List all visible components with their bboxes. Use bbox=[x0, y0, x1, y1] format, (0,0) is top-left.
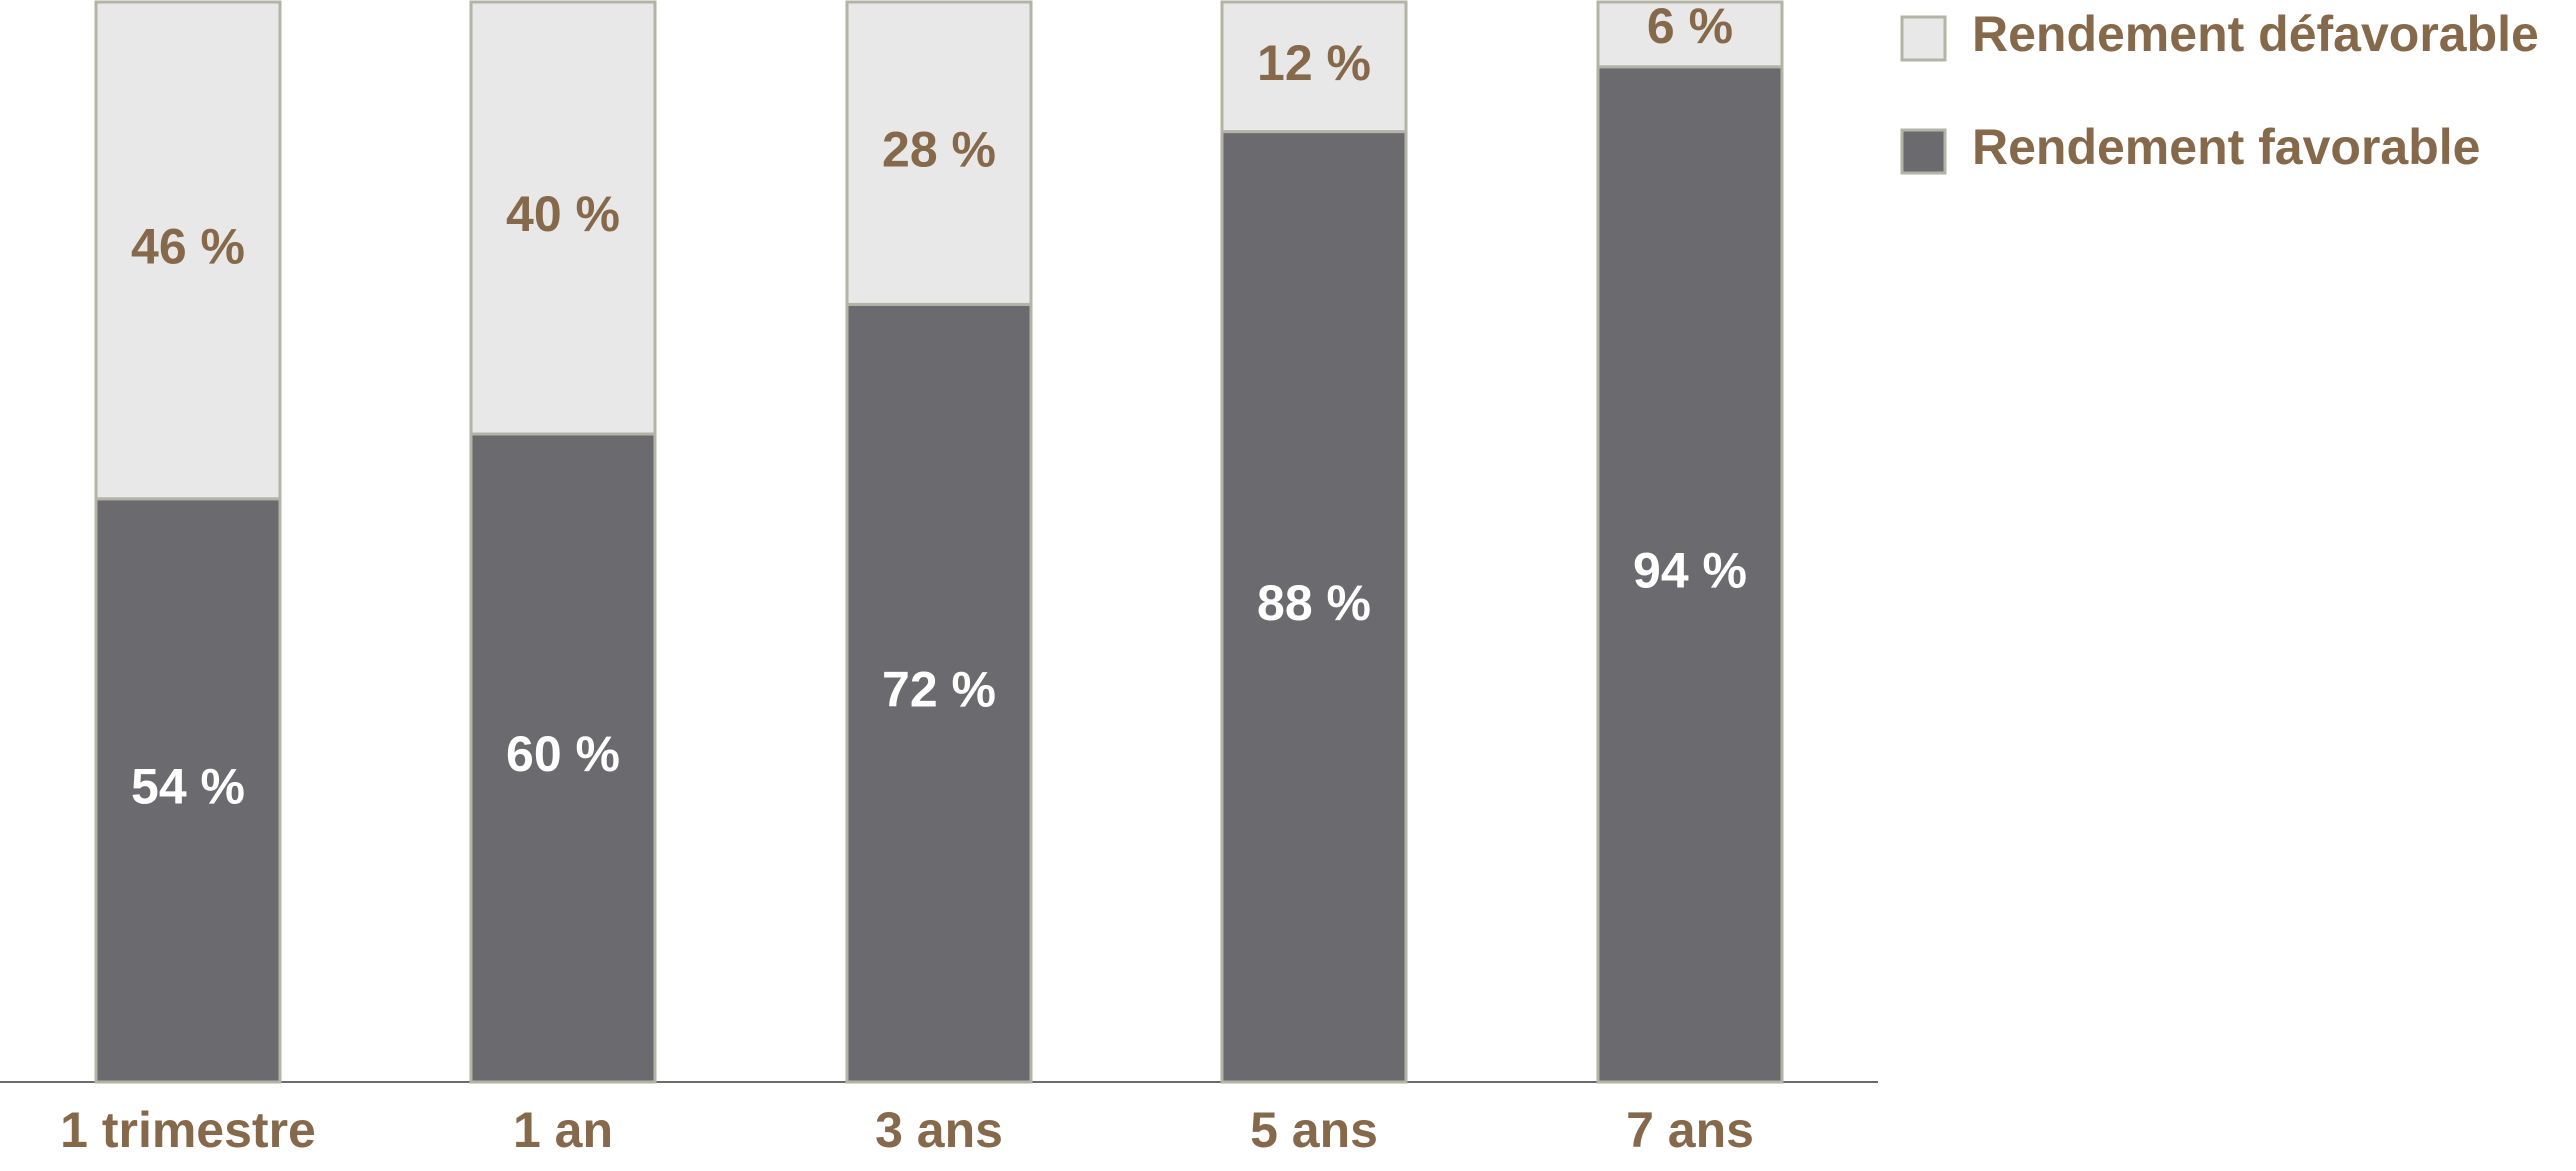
data-label: 6 % bbox=[1647, 0, 1733, 54]
bar-segment bbox=[469, 0, 657, 436]
data-label: 46 % bbox=[131, 219, 245, 275]
x-tick-label: 1 an bbox=[513, 1102, 613, 1158]
x-tick-label: 3 ans bbox=[875, 1102, 1003, 1158]
data-label: 72 % bbox=[882, 661, 996, 717]
data-label: 40 % bbox=[506, 186, 620, 242]
legend-label: Rendement défavorable bbox=[1972, 6, 2539, 62]
legend-label: Rendement favorable bbox=[1972, 119, 2480, 175]
data-label: 88 % bbox=[1257, 575, 1371, 631]
data-label: 28 % bbox=[882, 121, 996, 177]
x-tick-label: 7 ans bbox=[1626, 1102, 1754, 1158]
data-label: 60 % bbox=[506, 726, 620, 782]
bar-segment bbox=[1596, 0, 1784, 69]
x-tick-label: 1 trimestre bbox=[60, 1102, 316, 1158]
bar-segment bbox=[94, 497, 282, 1084]
bar-segment bbox=[1220, 0, 1408, 134]
data-label: 54 % bbox=[131, 759, 245, 815]
data-label: 94 % bbox=[1633, 543, 1747, 599]
bar-segment bbox=[1220, 130, 1408, 1084]
legend-swatch bbox=[1900, 15, 1947, 62]
bar-segment bbox=[845, 0, 1033, 306]
bar-segment bbox=[1596, 65, 1784, 1084]
bar-segment bbox=[94, 0, 282, 501]
bar-segment bbox=[845, 302, 1033, 1084]
legend-swatch bbox=[1900, 128, 1947, 175]
data-label: 12 % bbox=[1257, 35, 1371, 91]
x-tick-label: 5 ans bbox=[1250, 1102, 1378, 1158]
